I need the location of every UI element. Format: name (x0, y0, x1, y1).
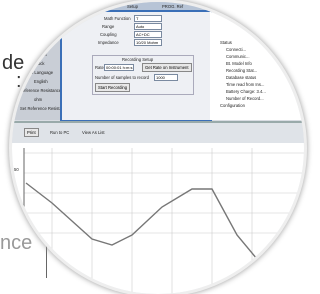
panel-item: ohm (34, 97, 42, 102)
left-panel: Date/Time Set Clock Screen Language English… (12, 2, 62, 120)
tab-bar: Setup PROG. Ref (107, 2, 227, 10)
tree-item[interactable]: Status (220, 40, 232, 45)
button[interactable]: Get Rate on Instrument (142, 63, 192, 72)
panel-item: Date/Time Set (20, 52, 47, 57)
waveform (26, 183, 257, 259)
button[interactable]: Start Recording (95, 83, 130, 92)
checkbox[interactable]: View As List (82, 130, 105, 135)
label: Rate (95, 65, 104, 70)
field-label: Range (102, 24, 114, 29)
group-title: Recording Setup (122, 57, 153, 62)
tree-item[interactable]: Time read from Ins... (226, 82, 264, 87)
dialog: Recording Setup Rate 00:00:01 h:m:s Get … (60, 10, 212, 122)
tree-item[interactable]: Battery Charge: 3.4... (226, 89, 266, 94)
tab[interactable]: Setup (127, 4, 138, 9)
field-label: Impedance (98, 40, 119, 45)
panel-item: Screen Language (20, 70, 53, 75)
tree-item[interactable]: Database status (226, 75, 256, 80)
toolbar: Print Run to PC View As List (12, 121, 304, 143)
panel-item: Clock (34, 61, 44, 66)
field-input[interactable]: T (134, 15, 162, 22)
magnifier: Date/Time Set Clock Screen Language English… (12, 2, 304, 294)
field-input[interactable]: AC+DC (134, 31, 162, 38)
field-input[interactable]: Auto (134, 23, 162, 30)
field-input[interactable]: 10/20 Mohm (134, 39, 162, 46)
field-label: Coupling (100, 32, 117, 37)
graph (12, 143, 304, 294)
field-label: Math Function (104, 16, 131, 21)
tree-item[interactable]: Connecti... (226, 47, 246, 52)
graph-area: 50 0 (12, 143, 304, 294)
panel-item: English (34, 79, 48, 84)
tab[interactable]: PROG. Ref (162, 4, 183, 9)
label: Number of samples to record (95, 75, 149, 80)
tree-item[interactable]: Bt. Model Info (226, 61, 252, 66)
tree-item[interactable]: Communic... (226, 54, 250, 59)
checkbox[interactable]: Run to PC (50, 130, 69, 135)
tree-item[interactable]: Number of Record... (226, 96, 264, 101)
panel-item: Reference Resistance (20, 88, 61, 93)
status-panel: Status Connecti... Communic... Bt. Model In… (210, 10, 304, 120)
button[interactable]: Print (24, 128, 39, 137)
tree-item[interactable]: Configuration (220, 103, 245, 108)
input[interactable]: 00:00:01 h:m:s (104, 64, 134, 71)
grid (24, 148, 304, 294)
tree-item[interactable]: Recording Stat... (226, 68, 257, 73)
input[interactable]: 1000 (154, 74, 178, 81)
